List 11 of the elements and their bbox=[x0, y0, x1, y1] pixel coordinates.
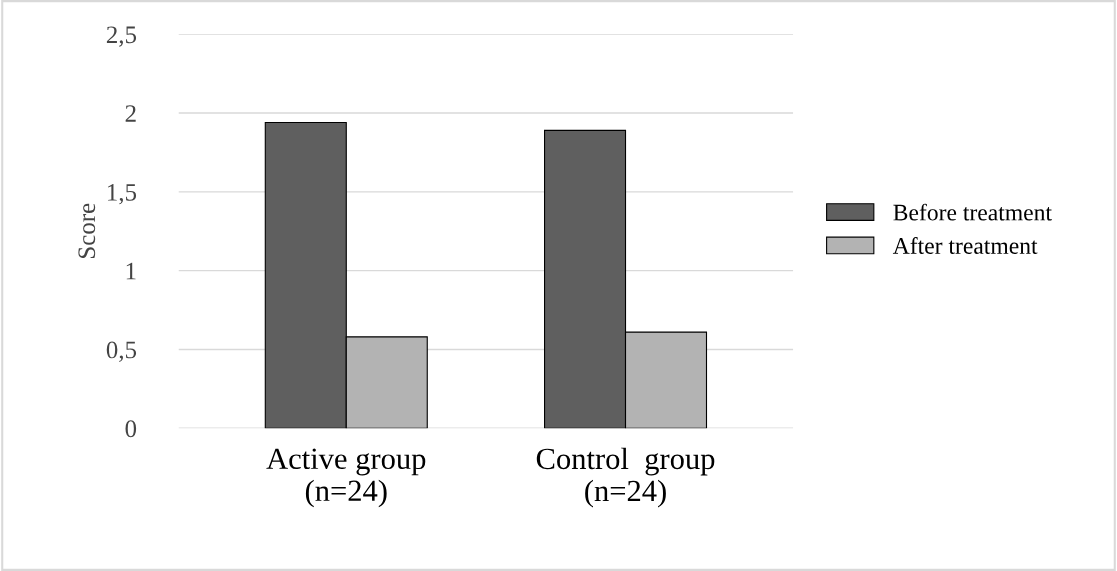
y-tick-label: 0,5 bbox=[106, 341, 137, 362]
x-tick-label: Control group (n=24) bbox=[536, 447, 715, 508]
y-axis-title: Score bbox=[78, 203, 96, 259]
y-tick-label: 2,5 bbox=[106, 26, 137, 47]
legend-label: After treatment bbox=[892, 237, 1038, 254]
y-tick-label: 0 bbox=[125, 420, 137, 438]
x-tick-label: Active group (n=24) bbox=[266, 448, 426, 508]
y-tick-label: 2 bbox=[125, 105, 136, 122]
y-tick-label: 1,5 bbox=[108, 184, 137, 205]
legend-label: Before treatment bbox=[893, 203, 1052, 221]
y-tick-label: 1 bbox=[126, 262, 136, 280]
